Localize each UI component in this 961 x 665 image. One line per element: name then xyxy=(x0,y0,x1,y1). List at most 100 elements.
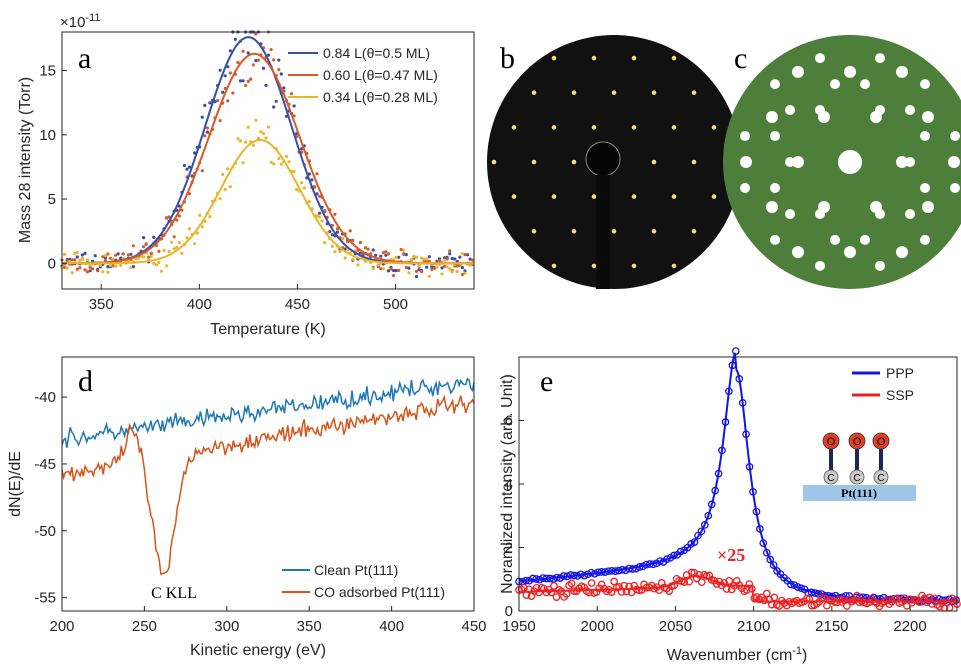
model-spot xyxy=(766,201,778,213)
panel-a-point xyxy=(221,90,225,94)
panel-a-point xyxy=(267,53,271,57)
panel-a-point xyxy=(302,186,306,190)
panel-a-point xyxy=(223,74,227,78)
panel-a-point xyxy=(119,256,123,260)
panel-a-point xyxy=(417,268,421,272)
panel-a-point xyxy=(463,253,467,257)
panel-a-point xyxy=(443,258,447,262)
panel-a-point xyxy=(187,227,192,231)
panel-a-point xyxy=(287,160,291,164)
panel-a-point xyxy=(358,240,362,245)
panel-a-point xyxy=(152,261,156,265)
panel-a-point xyxy=(292,170,296,174)
panel-a-point xyxy=(244,140,248,144)
panel-e-xtick-label: 2050 xyxy=(659,618,692,635)
leed-spot xyxy=(611,90,617,95)
panel-b-leed-image: b xyxy=(487,35,741,289)
panel-a-point xyxy=(414,255,419,259)
panel-a-point xyxy=(284,154,288,159)
panel-a-point xyxy=(103,254,107,258)
panel-e-point xyxy=(735,375,744,383)
panel-e-point xyxy=(610,577,618,586)
panel-e-point xyxy=(759,539,768,547)
panel-a-point xyxy=(261,131,266,136)
panel-a-legend: 0.84 L(θ=0.5 ML) 0.60 L(θ=0.47 ML) 0.34 L(… xyxy=(288,45,438,105)
panel-e-point xyxy=(770,593,779,602)
panel-a-point xyxy=(165,216,169,220)
panel-a-point xyxy=(417,263,421,268)
panel-a-point xyxy=(307,172,311,176)
panel-a-point xyxy=(106,265,110,269)
model-spot xyxy=(740,183,750,193)
legend-label: PPP xyxy=(886,365,914,381)
panel-e-point xyxy=(760,596,769,605)
panel-a-point xyxy=(430,267,434,271)
panel-a-point xyxy=(80,257,84,261)
panel-e-letter: e xyxy=(540,365,553,398)
panel-a-point xyxy=(320,219,324,223)
model-spot xyxy=(875,209,885,219)
panel-a-point xyxy=(88,269,92,273)
panel-a-point xyxy=(205,130,209,134)
panel-a-point xyxy=(200,115,204,119)
panel-a-point xyxy=(70,258,74,262)
panel-a-point xyxy=(108,256,113,260)
panel-e-point xyxy=(820,594,829,603)
panel-a-point xyxy=(228,185,232,189)
panel-a-point xyxy=(318,194,322,198)
panel-e-point xyxy=(649,560,658,569)
panel-a-point xyxy=(277,68,281,72)
model-spot xyxy=(905,209,915,219)
panel-c-letter: c xyxy=(734,42,747,75)
leed-spot xyxy=(671,263,677,269)
panel-a-point xyxy=(465,253,470,257)
carbon-atom xyxy=(823,469,839,485)
panel-a-xtick-label: 400 xyxy=(187,296,212,313)
leed-spot xyxy=(611,229,617,234)
panel-a-point xyxy=(448,267,452,271)
panel-e-point xyxy=(711,486,720,495)
model-spot xyxy=(815,209,825,219)
panel-a-ytick-label: 15 xyxy=(39,63,56,80)
panel-d-series-line xyxy=(61,394,475,576)
panel-a-point xyxy=(397,268,401,272)
panel-a-point xyxy=(205,126,209,130)
model-spot xyxy=(860,79,870,90)
panel-a-point xyxy=(193,242,197,246)
panel-a-point xyxy=(256,58,260,62)
panel-a-point xyxy=(440,266,444,270)
panel-a-point xyxy=(152,235,156,239)
panel-d-ytick-label: -40 xyxy=(34,389,56,406)
panel-e-point xyxy=(697,578,706,587)
panel-e-point xyxy=(670,581,679,590)
pt-surface xyxy=(803,485,916,501)
panel-a-point xyxy=(208,215,212,219)
panel-a-point xyxy=(129,266,133,270)
panel-e-point xyxy=(567,579,576,588)
panel-e-point xyxy=(670,551,678,560)
panel-e-point xyxy=(747,584,756,593)
leed-spot xyxy=(491,159,497,165)
panel-e-point xyxy=(718,446,726,455)
panel-e-point xyxy=(580,571,589,580)
panel-a-point xyxy=(73,251,77,255)
model-spot xyxy=(792,65,804,78)
panel-a-point xyxy=(177,241,181,245)
model-spot xyxy=(875,105,885,115)
panel-a-point xyxy=(310,178,314,182)
panel-a-point xyxy=(351,257,355,261)
panel-a-point xyxy=(180,208,184,212)
model-spot xyxy=(844,246,856,259)
panel-a-point xyxy=(412,254,416,259)
panel-a-point xyxy=(289,92,294,96)
panel-a-chart: 350 400 450 500 0 5 10 15 Temperature (K) Mass … xyxy=(17,12,475,338)
panel-a-letter: a xyxy=(78,42,91,75)
panel-d-xtick-label: 250 xyxy=(132,618,157,635)
panel-e-point xyxy=(552,593,561,601)
panel-a-xtick-label: 350 xyxy=(89,296,114,313)
panel-a-point xyxy=(448,249,452,253)
leed-spot xyxy=(651,229,657,234)
panel-a-point xyxy=(343,256,347,260)
panel-a-point xyxy=(435,265,439,269)
